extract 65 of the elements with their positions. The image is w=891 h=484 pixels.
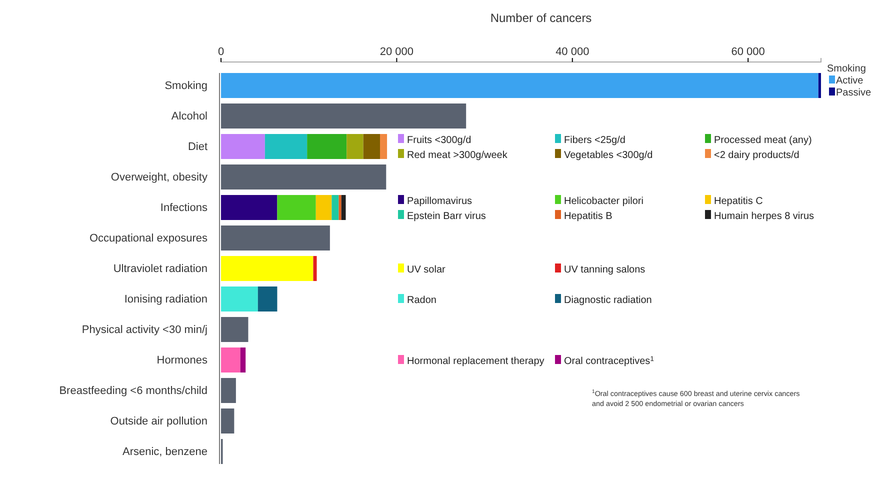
bar — [240, 347, 246, 372]
y-tick-label: Breastfeeding <6 months/child — [59, 385, 208, 398]
y-tick-label: Physical activity <30 min/j — [82, 324, 208, 336]
bar — [221, 194, 278, 220]
y-tick-label: Arsenic, benzene — [122, 446, 208, 458]
bar — [380, 134, 388, 160]
x-axis-title: Number of cancers — [490, 11, 592, 25]
bar — [221, 134, 265, 160]
bar — [277, 194, 316, 220]
legend-label: <2 dairy products/d — [714, 150, 800, 162]
legend-title: Smoking — [827, 64, 866, 75]
legend-label: Active — [836, 76, 864, 87]
y-tick-label: Outside air pollution — [110, 416, 208, 428]
bar — [818, 73, 821, 98]
legend-label: UV tanning salons — [564, 264, 646, 276]
bar — [307, 134, 347, 160]
bar — [258, 286, 278, 312]
bar — [316, 194, 332, 220]
y-tick-label: Alcohol — [171, 110, 208, 123]
legend-label: Radon — [407, 295, 436, 306]
y-tick-label: Ultraviolet radiation — [113, 263, 208, 276]
legend-label: Processed meat (any) — [714, 135, 812, 146]
bar — [221, 73, 818, 98]
bar — [346, 134, 364, 160]
legend-label: Hepatitis B — [564, 211, 613, 222]
bar — [332, 194, 339, 220]
y-tick-label: Hormones — [156, 354, 208, 367]
bar — [363, 134, 380, 160]
legend-label: Passive — [836, 88, 872, 99]
y-tick-label: Occupational exposures — [89, 232, 208, 245]
y-tick-label: Ionising radiation — [124, 294, 208, 306]
bar — [313, 256, 317, 282]
bar — [221, 225, 330, 251]
x-tick-label: 60 000 — [731, 46, 765, 58]
x-tick-label: 40 000 — [556, 46, 590, 58]
bar — [221, 256, 314, 282]
bar — [221, 378, 236, 403]
legend-label: UV solar — [407, 264, 446, 276]
bar — [264, 134, 308, 160]
legend-label: Diagnostic radiation — [564, 295, 652, 306]
bar — [221, 316, 248, 342]
x-tick-label: 20 000 — [380, 46, 414, 58]
legend-label: Epstein Barr virus — [407, 211, 486, 222]
bar — [341, 194, 346, 220]
legend-label: Oral contraceptives$^{1}$ — [564, 356, 654, 367]
legend-label: Vegetables <300g/d — [564, 150, 653, 162]
legend-label: Hormonal replacement therapy — [407, 356, 544, 367]
y-tick-label: Smoking — [164, 80, 208, 92]
y-tick-label: Overweight, obesity — [110, 172, 208, 184]
bar — [221, 286, 258, 312]
bar — [221, 347, 240, 372]
bar — [221, 408, 234, 434]
legend-label: Fruits <300g/d — [407, 135, 472, 146]
legend-label: Hepatitis C — [714, 196, 763, 207]
bar — [221, 104, 466, 129]
y-tick-label: Diet — [188, 141, 208, 154]
bar — [221, 164, 386, 190]
legend-label: Fibers <25g/d — [564, 135, 626, 146]
y-tick-label: Infections — [160, 202, 208, 214]
bar — [338, 194, 342, 220]
x-tick-label: 0 — [218, 46, 224, 58]
legend-label: Humain herpes 8 virus — [714, 211, 814, 222]
legend-label: Papillomavirus — [407, 196, 472, 207]
legend-label: Red meat >300g/week — [407, 150, 508, 162]
legend-label: Helicobacter pilori — [564, 196, 644, 207]
